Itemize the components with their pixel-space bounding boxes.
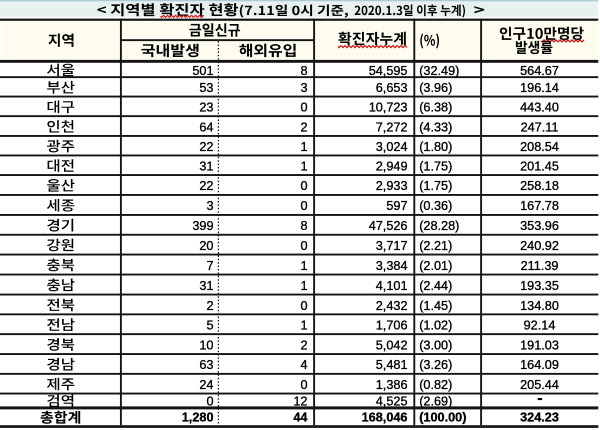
svg-text:24: 24 bbox=[199, 378, 213, 392]
svg-text:258.18: 258.18 bbox=[520, 179, 559, 193]
svg-text:10: 10 bbox=[199, 338, 213, 352]
svg-text:168,046: 168,046 bbox=[362, 411, 408, 425]
svg-text:(0.82): (0.82) bbox=[419, 378, 452, 392]
svg-text:(4.33): (4.33) bbox=[419, 120, 452, 134]
svg-text:3,024: 3,024 bbox=[376, 140, 408, 154]
svg-text:10,723: 10,723 bbox=[369, 101, 408, 115]
svg-text:8: 8 bbox=[300, 64, 307, 78]
svg-text:3,384: 3,384 bbox=[376, 259, 408, 273]
svg-text:(2.44): (2.44) bbox=[419, 279, 452, 293]
svg-text:(1.75): (1.75) bbox=[419, 160, 452, 174]
svg-text:(100.00): (100.00) bbox=[419, 411, 466, 425]
svg-text:205.44: 205.44 bbox=[520, 378, 559, 392]
svg-text:196.14: 196.14 bbox=[520, 81, 559, 95]
svg-text:3: 3 bbox=[300, 81, 307, 95]
svg-text:92.14: 92.14 bbox=[524, 319, 556, 333]
svg-text:5,042: 5,042 bbox=[376, 338, 408, 352]
svg-text:53: 53 bbox=[199, 81, 213, 95]
svg-text:2: 2 bbox=[300, 120, 307, 134]
svg-text:164.09: 164.09 bbox=[520, 358, 559, 372]
svg-text:(28.28): (28.28) bbox=[419, 219, 459, 233]
svg-text:8: 8 bbox=[300, 219, 307, 233]
svg-text:(3.00): (3.00) bbox=[419, 338, 452, 352]
svg-text:(2.21): (2.21) bbox=[419, 239, 452, 253]
svg-text:193.35: 193.35 bbox=[520, 279, 559, 293]
svg-text:22: 22 bbox=[199, 179, 213, 193]
svg-text:(1.45): (1.45) bbox=[419, 299, 452, 313]
svg-text:5: 5 bbox=[206, 319, 213, 333]
svg-text:6,653: 6,653 bbox=[376, 81, 408, 95]
svg-text:(2.69): (2.69) bbox=[419, 395, 452, 409]
svg-text:211.39: 211.39 bbox=[521, 259, 559, 273]
svg-text:353.96: 353.96 bbox=[520, 219, 559, 233]
svg-text:2: 2 bbox=[206, 299, 213, 313]
svg-text:(0.36): (0.36) bbox=[419, 199, 452, 213]
svg-text:64: 64 bbox=[199, 120, 213, 134]
svg-text:0: 0 bbox=[206, 395, 213, 409]
svg-text:564.67: 564.67 bbox=[520, 64, 559, 78]
svg-text:4: 4 bbox=[300, 358, 307, 372]
svg-text:2,949: 2,949 bbox=[376, 160, 408, 174]
svg-text:(3.26): (3.26) bbox=[419, 358, 452, 372]
svg-text:4,101: 4,101 bbox=[376, 279, 408, 293]
svg-text:0: 0 bbox=[300, 179, 307, 193]
svg-text:240.92: 240.92 bbox=[520, 239, 559, 253]
svg-text:247.11: 247.11 bbox=[521, 120, 559, 134]
svg-text:0: 0 bbox=[300, 199, 307, 213]
svg-text:167.78: 167.78 bbox=[520, 199, 559, 213]
svg-text:1: 1 bbox=[300, 160, 307, 174]
svg-text:1: 1 bbox=[300, 279, 307, 293]
svg-text:1: 1 bbox=[300, 319, 307, 333]
svg-text:134.80: 134.80 bbox=[520, 299, 559, 313]
svg-text:44: 44 bbox=[293, 411, 307, 425]
svg-text:1: 1 bbox=[300, 140, 307, 154]
svg-text:5,481: 5,481 bbox=[376, 358, 408, 372]
svg-text:23: 23 bbox=[199, 101, 213, 115]
svg-text:3,717: 3,717 bbox=[376, 239, 408, 253]
svg-text:63: 63 bbox=[199, 358, 213, 372]
svg-text:22: 22 bbox=[199, 140, 213, 154]
svg-text:0: 0 bbox=[300, 239, 307, 253]
svg-text:31: 31 bbox=[199, 279, 213, 293]
svg-text:1,706: 1,706 bbox=[376, 319, 408, 333]
svg-text:191.03: 191.03 bbox=[520, 338, 559, 352]
svg-text:(2.01): (2.01) bbox=[419, 259, 452, 273]
svg-text:(3.96): (3.96) bbox=[419, 81, 452, 95]
svg-text:(1.75): (1.75) bbox=[419, 179, 452, 193]
svg-text:47,526: 47,526 bbox=[369, 219, 408, 233]
svg-text:7: 7 bbox=[206, 259, 213, 273]
svg-text:1: 1 bbox=[300, 259, 307, 273]
svg-text:2: 2 bbox=[300, 338, 307, 352]
svg-text:0: 0 bbox=[300, 378, 307, 392]
svg-text:12: 12 bbox=[293, 395, 307, 409]
svg-text:(6.38): (6.38) bbox=[419, 101, 452, 115]
svg-text:7,272: 7,272 bbox=[376, 120, 408, 134]
svg-text:324.23: 324.23 bbox=[520, 411, 559, 425]
svg-text:(1.80): (1.80) bbox=[419, 140, 452, 154]
svg-text:201.45: 201.45 bbox=[520, 160, 559, 174]
svg-text:597: 597 bbox=[386, 199, 407, 213]
svg-text:2,432: 2,432 bbox=[376, 299, 408, 313]
svg-text:2,933: 2,933 bbox=[376, 179, 408, 193]
svg-text:4,525: 4,525 bbox=[376, 395, 408, 409]
svg-text:0: 0 bbox=[300, 101, 307, 115]
svg-text:501: 501 bbox=[192, 64, 213, 78]
svg-text:20: 20 bbox=[199, 239, 213, 253]
svg-text:0: 0 bbox=[300, 299, 307, 313]
svg-text:399: 399 bbox=[192, 219, 213, 233]
svg-text:31: 31 bbox=[199, 160, 213, 174]
svg-text:1,386: 1,386 bbox=[376, 378, 408, 392]
svg-text:3: 3 bbox=[206, 199, 213, 213]
svg-text:(1.02): (1.02) bbox=[419, 319, 452, 333]
svg-text:(32.49): (32.49) bbox=[419, 64, 459, 78]
svg-text:443.40: 443.40 bbox=[520, 101, 559, 115]
svg-text:208.54: 208.54 bbox=[520, 140, 559, 154]
svg-text:54,595: 54,595 bbox=[369, 64, 408, 78]
svg-text:1,280: 1,280 bbox=[182, 411, 214, 425]
